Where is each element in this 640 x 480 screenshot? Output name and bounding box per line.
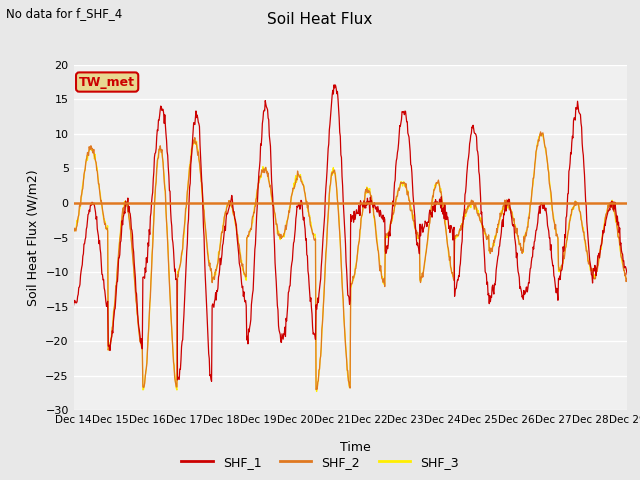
Line: SHF_1: SHF_1: [74, 85, 627, 381]
SHF_1: [605, 206, 613, 212]
SHF_2: [397, 181, 404, 187]
SHF_3: [96, 190, 104, 196]
Legend: SHF_1, SHF_2, SHF_3: SHF_1, SHF_2, SHF_3: [177, 451, 463, 474]
SHF_1: [70, 302, 77, 308]
SHF_3: [605, 203, 613, 208]
SHF_3: [623, 276, 631, 282]
SHF_3: [397, 181, 404, 187]
SHF_1: [173, 276, 180, 282]
SHF_3: [538, 131, 545, 137]
SHF_1: [208, 378, 216, 384]
Text: TW_met: TW_met: [79, 75, 135, 88]
SHF_2: [623, 276, 631, 281]
SHF_1: [623, 271, 631, 277]
SHF_3: [173, 385, 180, 391]
Line: SHF_2: SHF_2: [74, 132, 627, 389]
SHF_2: [96, 193, 104, 199]
Line: SHF_3: SHF_3: [74, 134, 627, 392]
SHF_1: [332, 82, 339, 88]
SHF_3: [597, 245, 605, 251]
SHF_1: [96, 246, 104, 252]
SHF_1: [300, 215, 308, 220]
SHF_3: [300, 183, 307, 189]
SHF_2: [173, 384, 180, 390]
SHF_2: [300, 182, 307, 188]
SHF_2: [70, 228, 77, 234]
Y-axis label: Soil Heat Flux (W/m2): Soil Heat Flux (W/m2): [27, 169, 40, 306]
SHF_2: [605, 202, 613, 207]
SHF_2: [597, 245, 605, 251]
SHF_1: [397, 120, 404, 125]
Text: Soil Heat Flux: Soil Heat Flux: [268, 12, 372, 27]
SHF_2: [537, 129, 545, 135]
SHF_1: [597, 243, 605, 249]
SHF_2: [312, 386, 320, 392]
SHF_3: [313, 389, 321, 395]
SHF_3: [70, 227, 77, 232]
Text: No data for f_SHF_4: No data for f_SHF_4: [6, 7, 123, 20]
Text: Time: Time: [340, 441, 371, 454]
